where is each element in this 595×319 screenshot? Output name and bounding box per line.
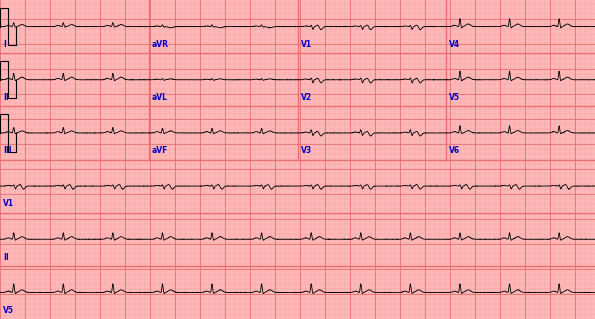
- Text: V3: V3: [300, 146, 312, 155]
- Text: aVF: aVF: [152, 146, 168, 155]
- Text: III: III: [3, 146, 12, 155]
- Text: V1: V1: [3, 199, 14, 208]
- Text: V4: V4: [449, 40, 461, 49]
- Text: V2: V2: [300, 93, 312, 102]
- Text: V6: V6: [449, 146, 461, 155]
- Text: V5: V5: [3, 306, 14, 315]
- Text: aVL: aVL: [152, 93, 168, 102]
- Text: V1: V1: [300, 40, 312, 49]
- Text: II: II: [3, 253, 9, 262]
- Text: V5: V5: [449, 93, 461, 102]
- Text: II: II: [3, 93, 9, 102]
- Text: I: I: [3, 40, 6, 49]
- Text: aVR: aVR: [152, 40, 169, 49]
